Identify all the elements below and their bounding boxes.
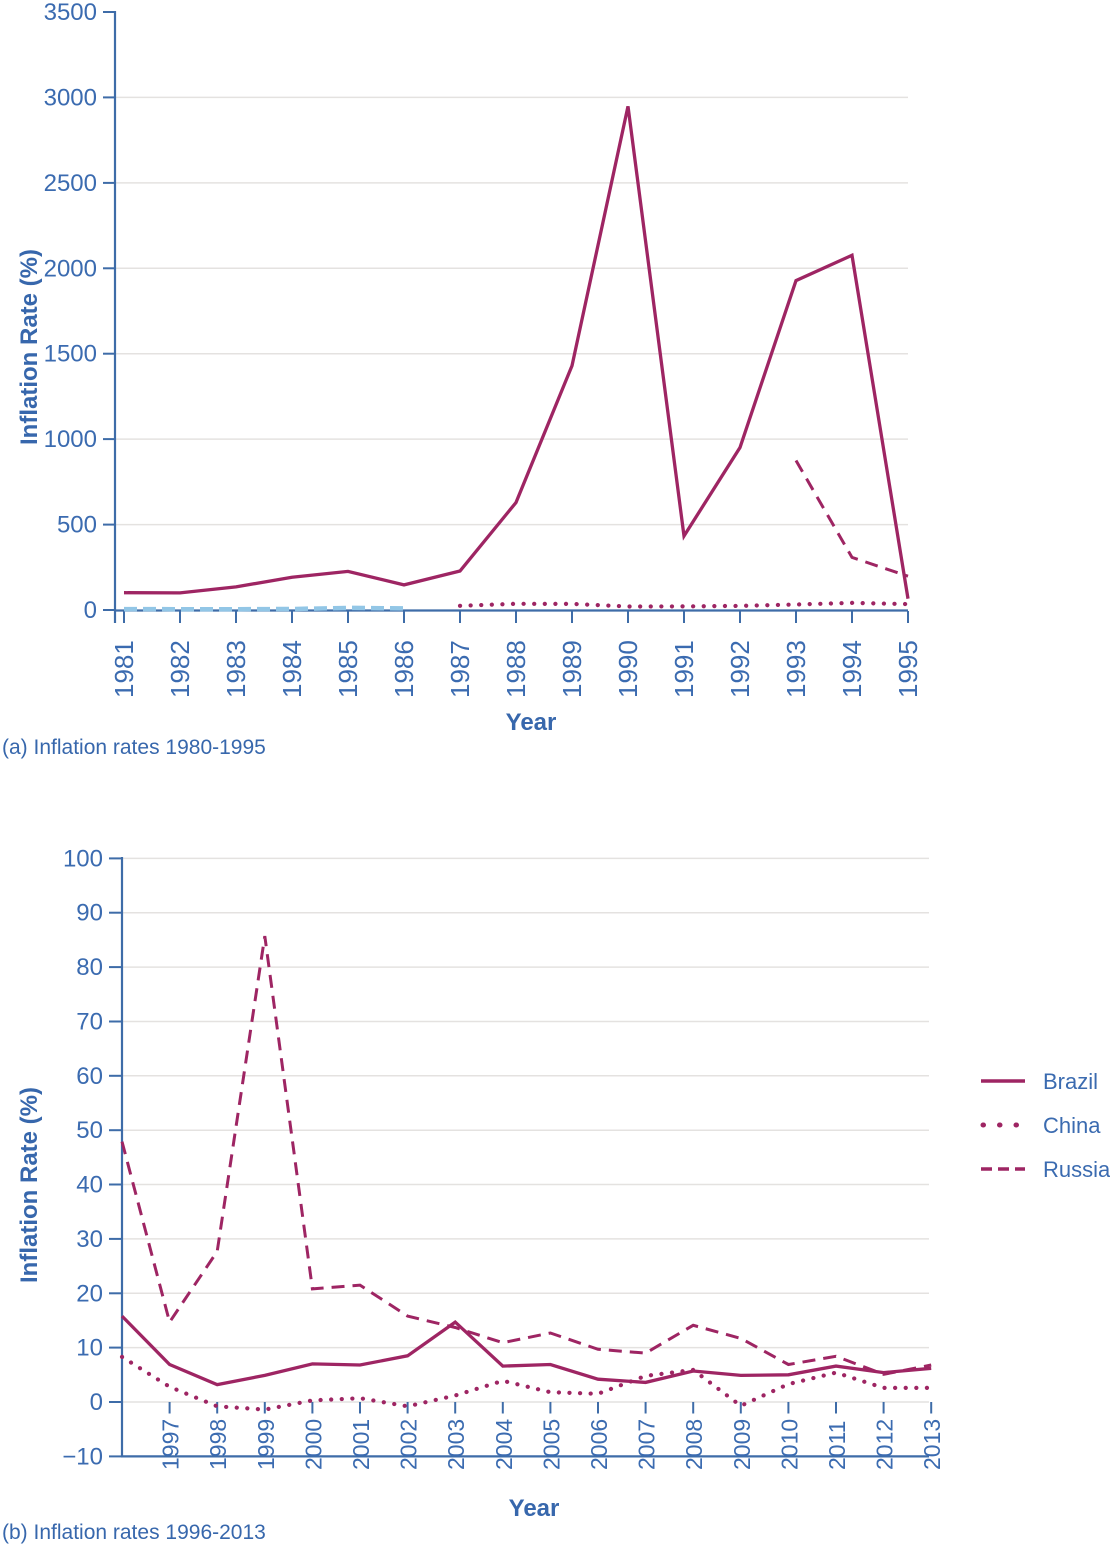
legend-label-brazil: Brazil <box>1043 1069 1098 1094</box>
panel-a-x-axis-title: Year <box>506 709 557 736</box>
series-line-russia-panel-b <box>120 935 932 1376</box>
y-axis-tick-label: 0 <box>84 597 97 624</box>
x-axis-tick-label: 2002 <box>396 1419 422 1470</box>
y-axis-tick-label: −10 <box>62 1443 103 1470</box>
panel-b-caption: (b) Inflation rates 1996-2013 <box>2 1521 266 1544</box>
x-axis-tick-label: 1986 <box>389 640 419 698</box>
y-axis-tick-label: 80 <box>76 954 103 981</box>
x-axis-tick-label: 2004 <box>491 1419 517 1470</box>
series-line-brazil-panel-b <box>120 1314 932 1387</box>
series-line-china-panel-a <box>457 600 911 609</box>
x-axis-tick-label: 1989 <box>557 640 587 698</box>
series-line-china-panel-b <box>119 1354 934 1412</box>
x-axis-tick-label: 1988 <box>501 640 531 698</box>
y-axis-tick-label: 0 <box>90 1389 103 1416</box>
x-axis-tick-label: 1983 <box>221 640 251 698</box>
x-axis-tick-label: 2010 <box>776 1419 802 1470</box>
x-axis-tick-label: 2003 <box>443 1419 469 1470</box>
y-axis-tick-label: 10 <box>76 1335 103 1362</box>
panel-a-y-axis-title: Inflation Rate (%) <box>16 249 43 445</box>
x-axis-tick-label: 1990 <box>613 640 643 698</box>
x-axis-tick-label: 2008 <box>681 1419 707 1470</box>
x-axis-tick-label: 2000 <box>300 1419 326 1470</box>
y-axis-tick-label: 30 <box>76 1226 103 1253</box>
x-axis-tick-label: 1995 <box>893 640 923 698</box>
x-axis-tick-label: 1999 <box>253 1419 279 1470</box>
series-line-russia-panel-a <box>794 459 909 578</box>
panel-b-y-axis-title: Inflation Rate (%) <box>16 1087 43 1283</box>
x-axis-tick-label: 1998 <box>205 1419 231 1470</box>
x-axis-tick-label: 1981 <box>109 640 139 698</box>
x-axis-tick-label: 2005 <box>538 1419 564 1470</box>
y-axis-tick-label: 3500 <box>44 0 97 26</box>
y-axis-tick-label: 90 <box>76 900 103 927</box>
x-axis-tick-label: 1993 <box>781 640 811 698</box>
x-axis-tick-label: 2011 <box>824 1421 850 1470</box>
y-axis-tick-label: 50 <box>76 1117 103 1144</box>
y-axis-tick-label: 3000 <box>44 84 97 111</box>
y-axis-tick-label: 100 <box>63 845 103 872</box>
y-axis-tick-label: 500 <box>57 512 97 539</box>
y-axis-tick-label: 40 <box>76 1172 103 1199</box>
x-axis-tick-label: 2007 <box>634 1419 660 1470</box>
x-axis-tick-label: 2012 <box>872 1419 898 1470</box>
x-axis-tick-label: 2009 <box>729 1419 755 1470</box>
y-axis-tick-label: 2000 <box>44 255 97 282</box>
y-axis-tick-label: 1500 <box>44 341 97 368</box>
x-axis-tick-label: 1992 <box>725 640 755 698</box>
x-axis-tick-label: 1991 <box>669 640 699 698</box>
y-axis-tick-label: 1000 <box>44 426 97 453</box>
x-axis-tick-label: 1984 <box>277 640 307 698</box>
x-axis-tick-label: 1987 <box>445 640 475 698</box>
y-axis-tick-label: 60 <box>76 1063 103 1090</box>
panel-b-plot: −10 0 10 20 30 40 50 60 70 80 90 100 1997 1998 1999 200… <box>62 845 945 1470</box>
panel-a-caption: (a) Inflation rates 1980-1995 <box>2 736 266 759</box>
x-axis-tick-label: 1985 <box>333 640 363 698</box>
x-axis-tick-label: 2006 <box>586 1419 612 1470</box>
legend: Brazil China Russia <box>980 1069 1110 1182</box>
y-axis-tick-label: 70 <box>76 1009 103 1036</box>
x-axis-tick-label: 1997 <box>158 1419 184 1470</box>
legend-label-russia: Russia <box>1043 1157 1110 1182</box>
x-axis-tick-label: 2013 <box>919 1419 945 1470</box>
series-line-china-early-panel-a <box>123 605 405 612</box>
y-axis-tick-label: 20 <box>76 1280 103 1307</box>
legend-label-china: China <box>1043 1113 1101 1138</box>
panel-a-plot: 0 500 1000 1500 2000 2500 3000 3500 1981 1982 1983… <box>44 0 923 698</box>
x-axis-tick-label: 1994 <box>837 640 867 698</box>
y-axis-tick-label: 2500 <box>44 170 97 197</box>
panel-b-x-axis-title: Year <box>509 1495 560 1522</box>
x-axis-tick-label: 1982 <box>165 640 195 698</box>
x-axis-tick-label: 2001 <box>348 1419 374 1470</box>
series-line-brazil-panel-a <box>123 105 910 599</box>
